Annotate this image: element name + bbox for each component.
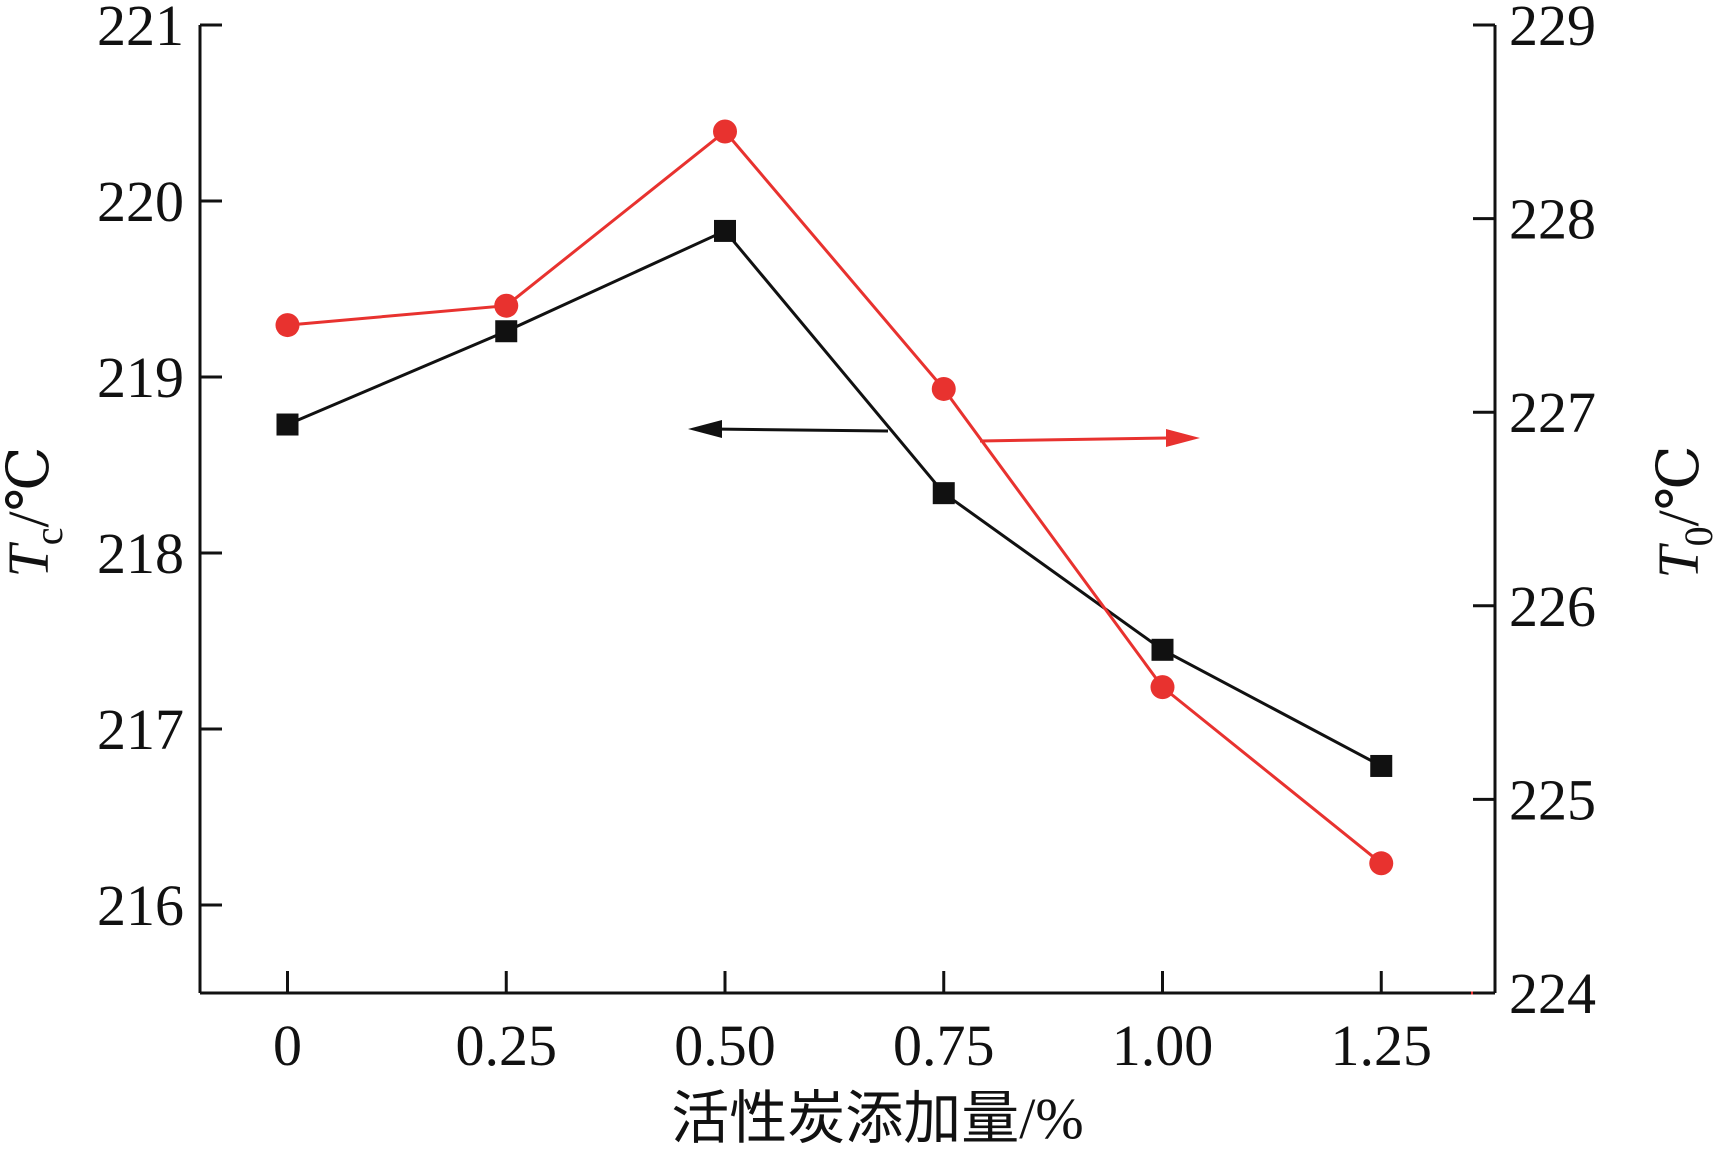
left-series-point <box>276 413 299 436</box>
right-y-tick-label: 224 <box>1509 961 1596 1026</box>
right-series-point <box>931 376 956 401</box>
left-series-point <box>1370 754 1393 777</box>
left-series-point <box>932 482 955 505</box>
right-series-point <box>1369 851 1394 876</box>
left-y-tick-label: 218 <box>97 521 184 586</box>
left-series-point <box>1151 638 1174 661</box>
right-y-tick-label: 225 <box>1509 767 1596 832</box>
right-y-tick-label: 229 <box>1509 0 1596 58</box>
right-arrow-shaft <box>979 436 1169 443</box>
left-series-point <box>495 320 518 343</box>
right-y-axis-title: T0/℃ <box>1646 445 1720 578</box>
right-series-point <box>1150 675 1175 700</box>
right-y-tick-label: 228 <box>1509 187 1596 252</box>
series-layer <box>275 119 1394 876</box>
left-y-tick-label: 217 <box>97 697 184 762</box>
x-tick-label: 0.25 <box>456 1013 558 1078</box>
x-tick-label: 0 <box>273 1013 302 1078</box>
x-axis-title: 活性炭添加量/% <box>671 1086 1083 1151</box>
left-y-tick-label: 221 <box>97 0 184 58</box>
axes: 0 0.25 0.50 0.75 1.00 1.25 216 217 218 219 220 221 2… <box>97 0 1596 1078</box>
right-series-point <box>275 313 300 338</box>
right-series-line <box>287 129 1383 865</box>
x-tick-label: 1.25 <box>1331 1013 1433 1078</box>
axis-labels: 活性炭添加量/% Tc/℃ T0/℃ <box>0 445 1720 1151</box>
left-y-tick-label: 220 <box>97 169 184 234</box>
right-y-tick-label: 227 <box>1509 380 1596 445</box>
right-y-tick-label: 226 <box>1509 574 1596 639</box>
left-y-tick-label: 219 <box>97 345 184 410</box>
right-series-point <box>494 293 519 318</box>
right-series-point <box>713 119 737 144</box>
left-y-axis-title: Tc/℃ <box>0 446 71 577</box>
left-series-line <box>286 229 1382 768</box>
left-arrow-head <box>688 420 722 438</box>
left-series-point <box>714 219 736 242</box>
left-y-tick-label: 216 <box>97 873 184 938</box>
x-tick-label: 0.75 <box>893 1013 995 1078</box>
annotation-arrows <box>688 420 1200 447</box>
left-arrow-shaft <box>711 427 889 433</box>
right-arrow-head <box>1166 429 1200 447</box>
x-tick-label: 1.00 <box>1112 1013 1214 1078</box>
x-tick-label: 0.50 <box>674 1013 776 1078</box>
